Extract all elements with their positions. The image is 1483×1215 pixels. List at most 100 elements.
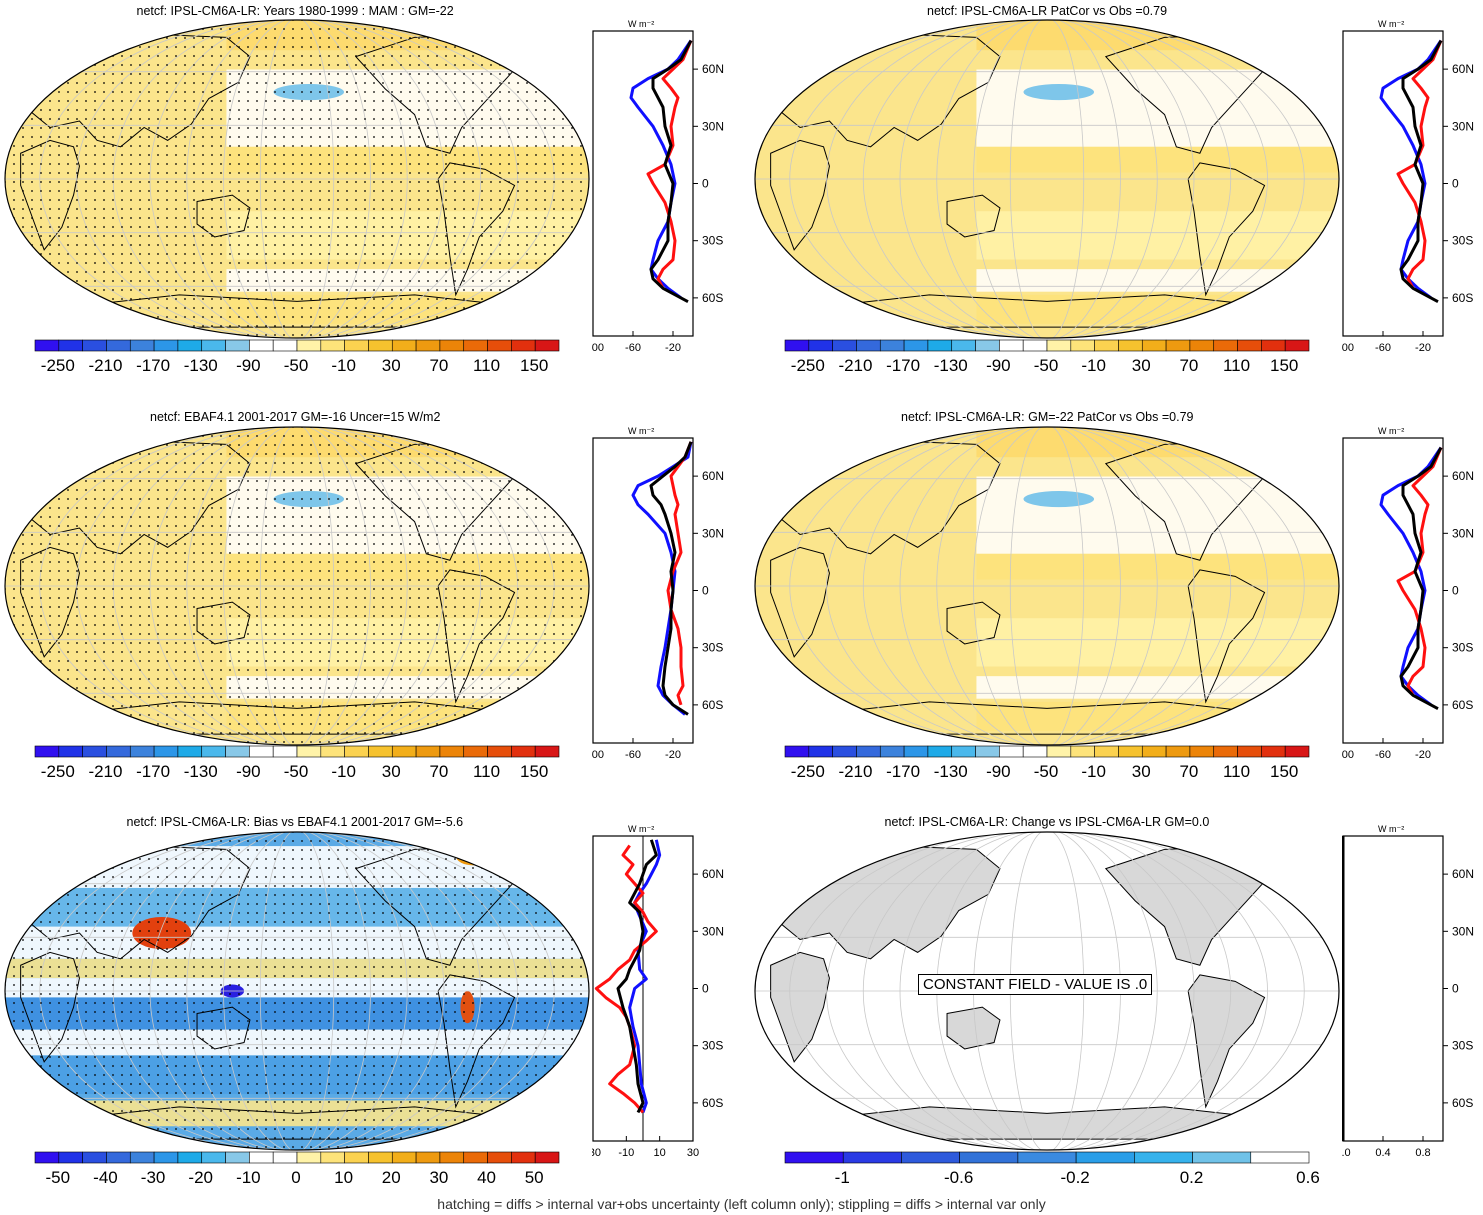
lat-tick-label: 30N — [1452, 119, 1474, 133]
map-panel-1 — [4, 19, 590, 339]
colorbar-3 — [34, 745, 560, 758]
colorbar-swatch — [832, 339, 857, 352]
profile-x-tick-label: -20 — [665, 749, 681, 761]
profile-line-black — [649, 39, 693, 304]
colorbar-tick-label: -170 — [136, 762, 171, 781]
colorbar-swatch — [959, 1151, 1019, 1164]
colorbar-swatch — [320, 339, 345, 352]
lat-tick-label: 0 — [702, 177, 709, 191]
colorbar-swatch — [415, 1151, 441, 1164]
colorbar-swatch — [784, 1151, 844, 1164]
colorbar-tick-label: -50 — [1033, 762, 1059, 781]
lat-tick-label: 60S — [1452, 291, 1473, 305]
colorbar-tick-label: -1 — [834, 1168, 850, 1187]
colorbar-tick-label: -210 — [838, 356, 873, 375]
colorbar-swatch — [856, 339, 881, 352]
colorbar-tick-label: -0.2 — [1060, 1168, 1090, 1187]
colorbar-swatch — [784, 339, 810, 352]
colorbar-swatch — [344, 339, 369, 352]
colorbar-swatch — [225, 339, 250, 352]
colorbar-swatch — [249, 745, 274, 758]
colorbar-swatch — [487, 1151, 512, 1164]
colorbar-swatch — [1046, 339, 1072, 352]
colorbar-tick-label: 10 — [334, 1168, 354, 1187]
colorbar-tick-label: -90 — [236, 762, 261, 781]
colorbar-swatch — [272, 745, 298, 758]
colorbar-swatch — [1134, 1151, 1193, 1164]
colorbar-swatch — [368, 745, 393, 758]
colorbar-swatch — [879, 339, 905, 352]
colorbar-swatch — [1213, 745, 1238, 758]
colorbar-swatch — [463, 1151, 488, 1164]
profile-line-blue — [629, 39, 693, 300]
colorbar-tick-label: 0.2 — [1179, 1168, 1204, 1187]
profile-x-tick-label: 0.0 — [1342, 1147, 1351, 1159]
panel-title-1: netcf: IPSL-CM6A-LR: Years 1980-1999 : M… — [136, 4, 454, 18]
colorbar-tick-label: -210 — [838, 762, 873, 781]
colorbar-tick-label: -10 — [236, 1168, 261, 1187]
colorbar-swatch — [320, 745, 345, 758]
footer-caption: hatching = diffs > internal var+obs unce… — [437, 1196, 1046, 1212]
colorbar-swatch — [903, 745, 929, 758]
lat-tick-label: 60S — [1452, 1096, 1473, 1110]
profile-x-tick-label: -10 — [618, 1147, 634, 1159]
lat-tick-label: 60N — [1452, 867, 1474, 881]
colorbar-swatch — [439, 745, 465, 758]
colorbar-tick-label: -170 — [136, 356, 171, 375]
colorbar-4 — [784, 745, 1310, 758]
profile-unit-label: W m⁻² — [628, 426, 655, 436]
colorbar-swatch — [296, 339, 322, 352]
colorbar-swatch — [415, 339, 441, 352]
colorbar-swatch — [1189, 745, 1215, 758]
panel-title-6: netcf: IPSL-CM6A-LR: Change vs IPSL-CM6A… — [884, 815, 1210, 829]
colorbar-swatch — [1094, 745, 1119, 758]
colorbar-swatch — [391, 745, 417, 758]
colorbar-tick-label: 70 — [1179, 356, 1199, 375]
colorbar-swatch — [511, 745, 536, 758]
lat-tick-label: 30S — [702, 234, 723, 248]
profile-unit-label: W m⁻² — [628, 19, 655, 29]
lat-tick-label: 30S — [702, 1039, 723, 1053]
lat-tick-label: 30N — [702, 526, 724, 540]
profile-line-black — [616, 839, 658, 1114]
profile-line-black — [1399, 446, 1443, 711]
colorbar-tick-label: -130 — [933, 356, 968, 375]
profile-line-black — [649, 441, 693, 716]
continent-africa — [770, 546, 830, 658]
profile-unit-label: W m⁻² — [1378, 19, 1405, 29]
colorbar-tick-label: 40 — [477, 1168, 496, 1187]
colorbar-swatch — [368, 339, 393, 352]
colorbar-swatch — [1022, 745, 1048, 758]
colorbar-swatch — [58, 339, 83, 352]
colorbar-swatch — [1165, 339, 1191, 352]
lat-tick-label: 30N — [1452, 924, 1474, 938]
profile-x-tick-label: -60 — [625, 749, 641, 761]
colorbar-tick-label: 110 — [472, 356, 501, 375]
lat-tick-label: 0 — [702, 982, 709, 996]
colorbar-swatch — [177, 339, 203, 352]
colorbar-swatch — [391, 1151, 417, 1164]
zonal-profile-4: 60N 30N 0 30S 60S -100 -60 -20 — [1342, 437, 1474, 761]
colorbar-swatch — [1118, 745, 1143, 758]
constant-field-label: CONSTANT FIELD - VALUE IS .0 — [918, 974, 1153, 995]
profile-line-blue — [1379, 446, 1443, 707]
colorbar-tick-label: -50 — [283, 356, 309, 375]
zonal-profile-3: 60N 30N 0 30S 60S -100 -60 -20 — [592, 437, 724, 761]
colorbar-swatch — [534, 339, 560, 352]
colorbar-swatch — [856, 745, 881, 758]
continent-australia — [946, 601, 1001, 645]
colorbar-tick-label: -30 — [140, 1168, 166, 1187]
colorbar-swatch — [975, 339, 1000, 352]
colorbar-swatch — [344, 1151, 369, 1164]
lat-tick-label: 60N — [702, 867, 724, 881]
colorbar-swatch — [106, 1151, 131, 1164]
colorbar-swatch — [1070, 339, 1095, 352]
colorbar-swatch — [1261, 339, 1286, 352]
lat-tick-label: 30S — [1452, 1039, 1473, 1053]
colorbar-tick-label: -210 — [88, 762, 123, 781]
zonal-profile-1: 60N 30N 0 30S 60S -100 -60 -20 — [592, 30, 724, 354]
colorbar-tick-label: 150 — [519, 762, 549, 781]
colorbar-tick-label: -170 — [886, 762, 921, 781]
colorbar-swatch — [201, 745, 226, 758]
lat-tick-label: 60N — [1452, 62, 1474, 76]
